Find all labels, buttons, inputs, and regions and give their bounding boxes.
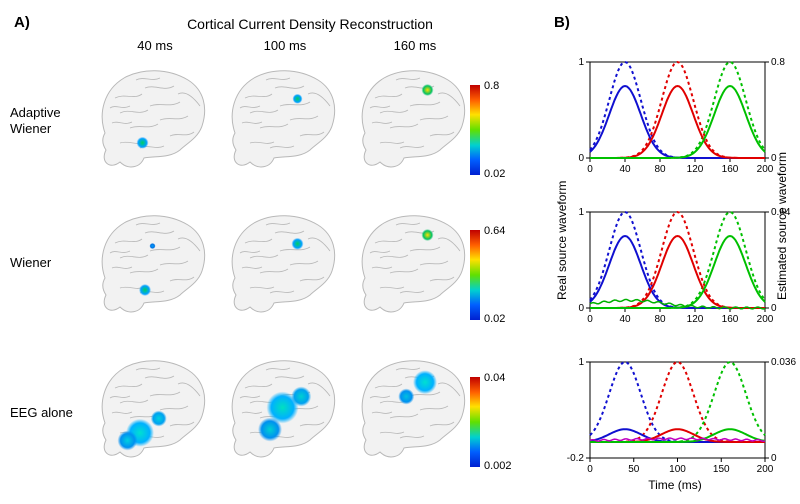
subplot-2: 050100150200-0.2100.036 [590, 350, 765, 480]
colorbar-min-0: 0.02 [484, 168, 505, 180]
brain-cell-r1-c2 [350, 203, 475, 333]
subplot-1: 040801201602000100.64 [590, 200, 765, 330]
svg-text:120: 120 [687, 314, 704, 325]
svg-text:0: 0 [587, 464, 593, 475]
svg-text:80: 80 [654, 314, 666, 325]
svg-text:0: 0 [578, 153, 584, 164]
svg-text:80: 80 [654, 164, 666, 175]
colorbar-bar-0 [470, 85, 480, 175]
svg-text:160: 160 [722, 314, 739, 325]
brain-cell-r2-c2 [350, 348, 475, 478]
col-header-1: 100 ms [235, 38, 335, 53]
brain-cell-r0-c2 [350, 58, 475, 188]
colorbar-bar-1 [470, 230, 480, 320]
svg-text:160: 160 [722, 164, 739, 175]
svg-text:200: 200 [757, 464, 774, 475]
panel-b: B) Real source waveform Estimated source… [550, 10, 790, 494]
svg-text:0: 0 [771, 153, 777, 164]
brain-cell-r0-c1 [220, 58, 345, 188]
svg-text:40: 40 [619, 164, 631, 175]
row-label-2: EEG alone [10, 405, 80, 421]
colorbar-max-1: 0.64 [484, 225, 505, 237]
colorbar-row-1: 0.64 0.02 [470, 225, 525, 325]
svg-text:0.036: 0.036 [771, 357, 796, 368]
colorbar-bar-2 [470, 377, 480, 467]
colorbar-row-0: 0.8 0.02 [470, 80, 525, 180]
brain-cell-r2-c1 [220, 348, 345, 478]
svg-text:200: 200 [757, 314, 774, 325]
svg-text:50: 50 [628, 464, 640, 475]
colorbar-max-2: 0.04 [484, 372, 505, 384]
svg-text:40: 40 [619, 314, 631, 325]
brain-cell-r1-c0 [90, 203, 215, 333]
svg-text:0: 0 [587, 164, 593, 175]
brain-cell-r1-c1 [220, 203, 345, 333]
brain-cell-r0-c0 [90, 58, 215, 188]
svg-text:200: 200 [757, 164, 774, 175]
col-header-0: 40 ms [105, 38, 205, 53]
svg-text:0: 0 [771, 453, 777, 464]
panel-a: A) Cortical Current Density Reconstructi… [10, 10, 550, 494]
panel-b-label: B) [554, 14, 570, 31]
svg-text:0: 0 [771, 303, 777, 314]
panel-a-label: A) [14, 14, 30, 31]
svg-text:0: 0 [587, 314, 593, 325]
colorbar-row-2: 0.04 0.002 [470, 372, 525, 472]
svg-text:1: 1 [578, 57, 584, 68]
svg-text:1: 1 [578, 357, 584, 368]
colorbar-min-2: 0.002 [484, 460, 512, 472]
svg-text:150: 150 [713, 464, 730, 475]
subplot-0: 040801201602000100.8 [590, 50, 765, 180]
svg-text:0.8: 0.8 [771, 57, 785, 68]
xlabel: Time (ms) [648, 478, 702, 492]
brain-grid [80, 58, 510, 488]
colorbar-max-0: 0.8 [484, 80, 499, 92]
panel-a-title: Cortical Current Density Reconstruction [160, 16, 460, 32]
svg-text:0: 0 [578, 303, 584, 314]
colorbar-min-1: 0.02 [484, 313, 505, 325]
row-label-0: Adaptive Wiener [10, 105, 80, 136]
svg-text:120: 120 [687, 164, 704, 175]
brain-cell-r2-c0 [90, 348, 215, 478]
figure-root: A) Cortical Current Density Reconstructi… [10, 10, 790, 494]
svg-text:0.64: 0.64 [771, 207, 791, 218]
svg-text:1: 1 [578, 207, 584, 218]
row-label-1: Wiener [10, 255, 80, 271]
ylabel-left: Real source waveform [555, 200, 569, 300]
svg-text:100: 100 [669, 464, 686, 475]
col-header-2: 160 ms [365, 38, 465, 53]
svg-text:-0.2: -0.2 [567, 453, 585, 464]
